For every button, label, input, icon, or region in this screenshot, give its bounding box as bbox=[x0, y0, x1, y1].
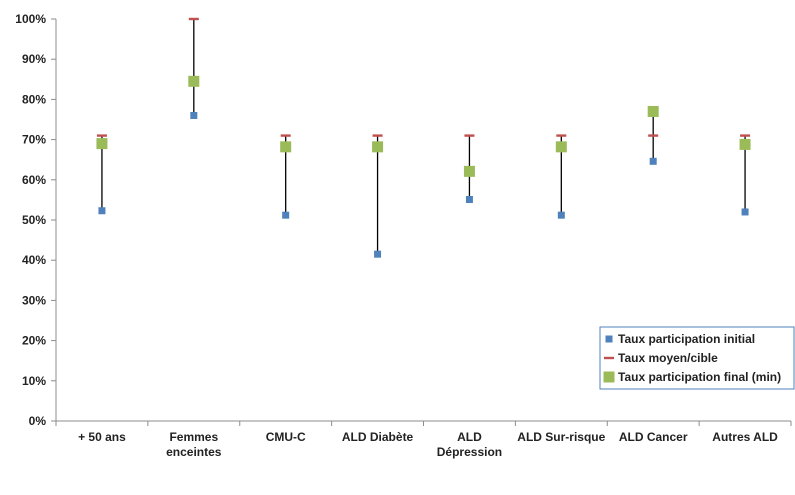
target-rate-mark bbox=[740, 134, 751, 137]
y-tick-label: 30% bbox=[22, 293, 46, 307]
legend-marker bbox=[603, 371, 615, 383]
initial-rate-point bbox=[98, 207, 106, 215]
legend-label: Taux participation initial bbox=[618, 332, 755, 346]
x-tick-label: ALD Cancer bbox=[619, 430, 688, 444]
y-tick-label: 10% bbox=[22, 374, 46, 388]
initial-rate-point bbox=[649, 157, 657, 165]
legend-marker bbox=[604, 356, 614, 360]
y-tick-label: 80% bbox=[22, 92, 46, 106]
initial-rate-point bbox=[741, 208, 749, 216]
x-tick-label: ALD Diabète bbox=[342, 430, 414, 444]
legend-label: Taux participation final (min) bbox=[618, 370, 781, 384]
initial-rate-point bbox=[465, 195, 473, 203]
legend-label: Taux moyen/cible bbox=[618, 351, 718, 365]
y-tick-label: 100% bbox=[15, 12, 46, 26]
x-tick-label: Dépression bbox=[437, 445, 502, 459]
target-rate-mark bbox=[464, 134, 475, 137]
final-rate-point bbox=[739, 138, 751, 150]
final-rate-point bbox=[647, 105, 659, 117]
final-rate-point bbox=[555, 141, 567, 153]
legend: Taux participation initial Taux moyen/cib… bbox=[599, 326, 795, 390]
y-tick-label: 70% bbox=[22, 133, 46, 147]
y-tick-label: 40% bbox=[22, 253, 46, 267]
final-rate-point bbox=[463, 165, 475, 177]
initial-rate-point bbox=[190, 111, 198, 119]
x-tick-label: CMU-C bbox=[266, 430, 306, 444]
x-tick-label: + 50 ans bbox=[78, 430, 126, 444]
target-rate-mark bbox=[372, 134, 383, 137]
target-rate-mark bbox=[96, 134, 107, 137]
y-axis: 0% 10% 20% 30% 40% 50% 60% 70% 80% 90% 100% bbox=[15, 12, 57, 428]
final-rate-point bbox=[280, 141, 292, 153]
x-tick-label: Autres ALD bbox=[712, 430, 778, 444]
x-tick-label: ALD Sur-risque bbox=[517, 430, 605, 444]
legend-marker bbox=[605, 335, 613, 343]
x-tick-label: Femmes bbox=[169, 430, 218, 444]
target-rate-mark bbox=[556, 134, 567, 137]
y-tick-label: 20% bbox=[22, 334, 46, 348]
y-tick-label: 60% bbox=[22, 173, 46, 187]
y-tick-label: 90% bbox=[22, 52, 46, 66]
initial-rate-point bbox=[282, 211, 290, 219]
target-rate-mark bbox=[648, 134, 659, 137]
y-tick-label: 0% bbox=[29, 414, 47, 428]
x-tick-label: ALD bbox=[457, 430, 482, 444]
x-tick-label: enceintes bbox=[166, 445, 222, 459]
target-rate-mark bbox=[280, 134, 291, 137]
legend-box bbox=[599, 326, 795, 390]
target-rate-mark bbox=[188, 17, 199, 21]
final-rate-point bbox=[188, 75, 200, 87]
final-rate-point bbox=[372, 141, 384, 153]
initial-rate-point bbox=[557, 211, 565, 219]
markers bbox=[96, 17, 751, 258]
y-tick-label: 50% bbox=[22, 213, 46, 227]
final-rate-point bbox=[96, 138, 108, 150]
initial-rate-point bbox=[374, 250, 382, 258]
